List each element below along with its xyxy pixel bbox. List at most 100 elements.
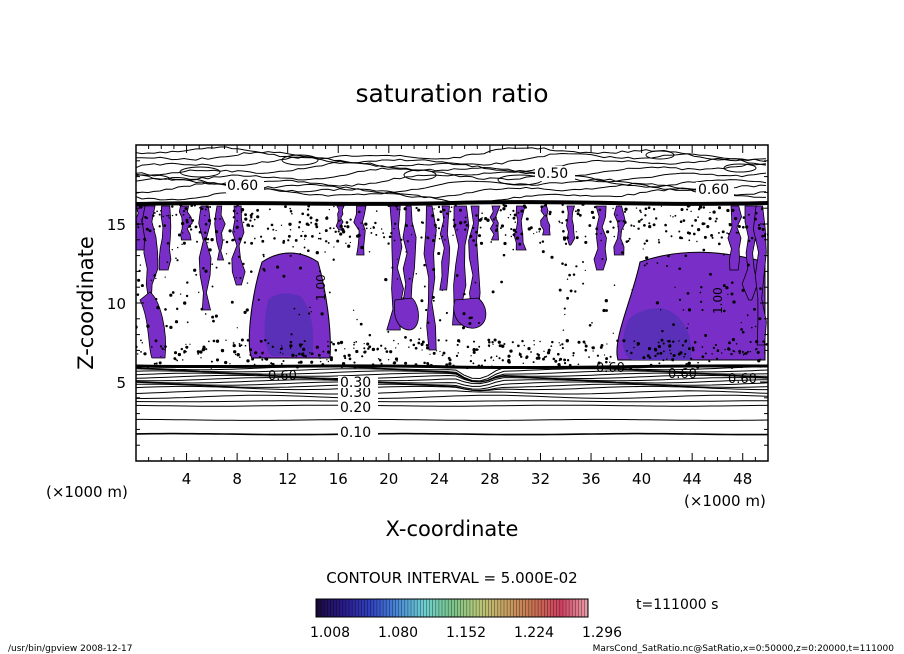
speckle-dot	[298, 220, 302, 224]
speckle-dot	[518, 242, 522, 246]
speckle-dot	[623, 210, 627, 213]
contour-label: 0.60	[728, 372, 757, 387]
speckle-dot	[672, 340, 675, 343]
speckle-dot	[182, 213, 185, 216]
speckle-dot	[344, 357, 347, 360]
speckle-dot	[558, 288, 562, 292]
chart-title: saturation ratio	[355, 79, 548, 108]
speckle-dot	[204, 214, 206, 217]
speckle-dot	[512, 216, 516, 220]
speckle-dot	[282, 359, 285, 363]
speckle-dot	[443, 216, 445, 219]
speckle-dot	[298, 343, 302, 347]
speckle-dot	[175, 213, 178, 216]
speckle-dot	[500, 224, 505, 228]
speckle-dot	[402, 297, 405, 300]
speckle-dot	[408, 277, 411, 280]
speckle-dot	[700, 285, 703, 289]
speckle-dot	[339, 232, 343, 236]
speckle-dot	[230, 300, 234, 304]
speckle-dot	[347, 244, 351, 248]
speckle-dot	[181, 359, 184, 361]
speckle-dot	[757, 226, 762, 230]
speckle-dot	[276, 265, 280, 269]
speckle-dot	[500, 280, 503, 284]
speckle-dot	[659, 309, 662, 311]
speckle-dot	[442, 208, 446, 212]
speckle-dot	[598, 208, 602, 212]
speckle-dot	[243, 310, 247, 315]
speckle-dot	[515, 236, 520, 240]
contour-line	[136, 151, 767, 166]
contour-label: 0.30	[340, 385, 371, 401]
speckle-dot	[251, 357, 255, 361]
speckle-dot	[564, 263, 568, 267]
speckle-dot	[333, 246, 335, 248]
speckle-dot	[750, 236, 754, 240]
speckle-dot	[429, 353, 431, 355]
speckle-dot	[711, 353, 713, 355]
speckle-dot	[393, 227, 395, 230]
speckle-dot	[282, 274, 286, 278]
speckle-dot	[640, 211, 642, 214]
speckle-dot	[674, 286, 676, 288]
speckle-dot	[371, 347, 376, 352]
speckle-dot	[484, 217, 488, 221]
speckle-dot	[562, 229, 565, 233]
speckle-dot	[717, 242, 721, 246]
x-tick-label: 48	[733, 470, 752, 488]
speckle-dot	[238, 237, 242, 241]
speckle-dot	[670, 235, 673, 238]
speckle-dot	[753, 217, 757, 221]
speckle-dot	[605, 357, 609, 361]
speckle-dot	[495, 355, 498, 358]
speckle-dot	[447, 356, 451, 360]
speckle-dot	[525, 355, 529, 359]
x-axis: 4 8 12 16 20 24 28 32 36 40 44 48	[148, 145, 756, 488]
speckle-dot	[246, 359, 250, 363]
contour-line	[136, 366, 768, 380]
contour-line	[136, 146, 767, 162]
speckle-dot	[576, 208, 580, 212]
speckle-dot	[635, 207, 638, 209]
speckle-dot	[445, 311, 448, 315]
speckle-dot	[294, 238, 298, 242]
speckle-dot	[181, 243, 183, 246]
speckle-dot	[561, 262, 564, 265]
speckle-dot	[363, 342, 365, 345]
speckle-dot	[669, 349, 671, 351]
speckle-dot	[763, 234, 766, 237]
speckle-dot	[481, 217, 483, 219]
saturation-streak	[231, 205, 246, 286]
speckle-dot	[593, 205, 597, 209]
speckle-dot	[507, 216, 510, 219]
speckle-dot	[469, 359, 473, 363]
speckle-dot	[437, 205, 441, 209]
speckle-dot	[550, 345, 553, 347]
speckle-dot	[215, 266, 218, 269]
speckle-dot	[408, 346, 410, 348]
x-tick-label: 44	[683, 470, 702, 488]
speckle-dot	[242, 262, 245, 266]
contour-label: 0.60	[227, 178, 258, 194]
speckle-dot	[714, 343, 717, 347]
speckle-dot	[525, 217, 529, 221]
speckle-dot	[662, 342, 665, 345]
speckle-dot	[681, 344, 685, 347]
y-tick-label: 5	[116, 374, 126, 392]
speckle-dot	[612, 226, 615, 229]
speckle-dot	[738, 352, 741, 355]
speckle-dot	[741, 225, 745, 229]
speckle-dot	[337, 230, 340, 233]
speckle-dot	[527, 346, 531, 351]
speckle-dot	[223, 239, 225, 241]
contour-line	[136, 379, 768, 387]
speckle-dot	[153, 211, 156, 214]
speckle-dot	[576, 212, 580, 216]
speckle-dot	[339, 224, 343, 228]
speckle-dot	[731, 338, 735, 342]
contour-line	[136, 383, 768, 392]
speckle-dot	[445, 212, 449, 215]
speckle-dot	[211, 263, 214, 266]
colorbar-frame	[315, 598, 589, 618]
